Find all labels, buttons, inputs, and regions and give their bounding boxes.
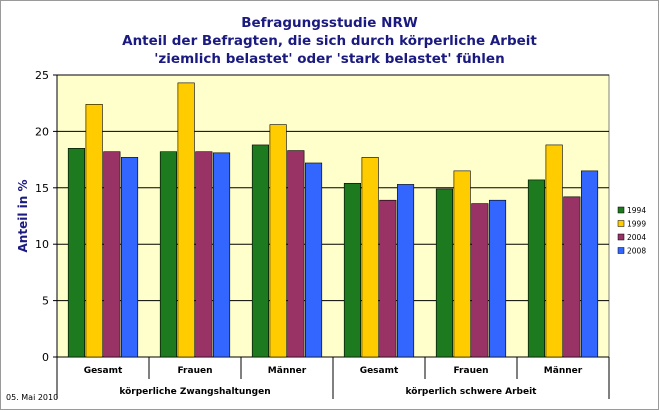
- bar-1999-4: [453, 170, 471, 358]
- y-axis-label: Anteil in %: [16, 180, 30, 253]
- legend-label-2008: 2008: [627, 247, 646, 256]
- legend-swatch-2008: [617, 247, 625, 254]
- bar-1994-3: [343, 182, 362, 358]
- x-category-label: Männer: [268, 366, 307, 376]
- bar-2008-0: [121, 157, 139, 358]
- bar-2008-5: [580, 170, 599, 358]
- bar-1999-2: [269, 124, 287, 358]
- bar-1994-4: [435, 188, 454, 358]
- bar-1994-0: [67, 148, 85, 358]
- x-category-label: Gesamt: [84, 366, 123, 376]
- legend-label-1999: 1999: [627, 220, 646, 229]
- bar-2008-1: [213, 152, 231, 358]
- x-category-label: Frauen: [177, 366, 212, 376]
- legend-swatch-1994: [617, 206, 625, 214]
- bar-1999-5: [545, 144, 563, 358]
- y-tick-label: 25: [35, 69, 49, 82]
- bar-2004-5: [563, 196, 581, 358]
- bar-2004-0: [103, 151, 121, 358]
- bar-1994-1: [159, 151, 177, 358]
- bar-2004-1: [195, 151, 213, 358]
- bar-2008-3: [396, 184, 415, 358]
- bar-1999-0: [85, 104, 103, 358]
- legend-swatch-1999: [617, 220, 625, 227]
- legend-label-2004: 2004: [627, 233, 646, 242]
- legend-swatch-2004: [617, 233, 625, 241]
- y-tick-label: 20: [35, 125, 49, 138]
- bar-2004-2: [287, 150, 305, 358]
- y-tick-label: 5: [42, 295, 49, 308]
- plot-area: [56, 74, 610, 358]
- x-group-label: körperlich schwere Arbeit: [406, 387, 538, 397]
- bar-1994-2: [251, 144, 269, 358]
- bar-1999-1: [177, 82, 195, 358]
- y-tick-label: 10: [35, 238, 49, 251]
- y-tick-label: 15: [35, 182, 49, 195]
- footer-date: 05. Mai 2010: [6, 393, 59, 402]
- legend-label-1994: 1994: [627, 206, 646, 215]
- chart-title-line-1: Befragungsstudie NRW: [241, 15, 418, 31]
- bar-1994-5: [527, 179, 546, 358]
- bar-2008-2: [304, 162, 323, 358]
- x-category-label: Gesamt: [360, 366, 399, 376]
- chart-title-line-3: 'ziemlich belastet' oder 'stark belastet…: [154, 51, 505, 67]
- bar-2004-4: [471, 203, 489, 358]
- bar-2008-4: [488, 199, 507, 358]
- x-category-label: Männer: [544, 366, 583, 376]
- x-category-label: Frauen: [453, 366, 488, 376]
- chart-title-line-2: Anteil der Befragten, die sich durch kör…: [122, 33, 537, 49]
- bar-2004-3: [379, 199, 397, 358]
- x-group-label: körperliche Zwangshaltungen: [119, 387, 270, 397]
- y-tick-label: 0: [42, 351, 49, 364]
- bar-1999-3: [361, 157, 379, 358]
